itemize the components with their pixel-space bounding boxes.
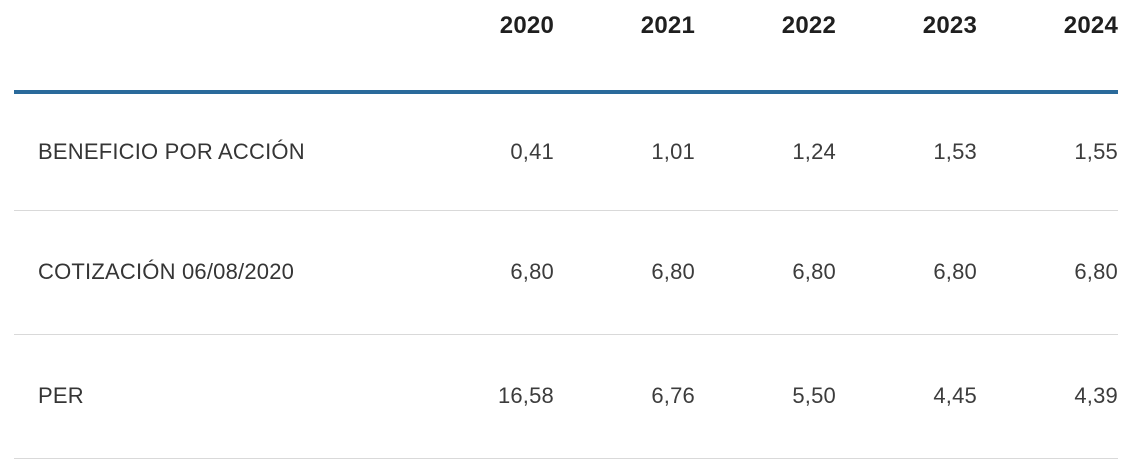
table-cell: 6,80	[977, 210, 1118, 335]
table-cell: 1,01	[554, 92, 695, 211]
table-row-beneficio-por-accion: BENEFICIO POR ACCIÓN 0,41 1,01 1,24 1,53…	[14, 92, 1118, 211]
table-cell: 0,41	[413, 92, 554, 211]
table-cell: 1,53	[836, 92, 977, 211]
financial-ratios-table: 2020 2021 2022 2023 2024 BENEFICIO POR A…	[14, 0, 1118, 459]
header-year-2023: 2023	[836, 0, 977, 94]
table-cell: 1,55	[977, 92, 1118, 211]
header-year-2024: 2024	[977, 0, 1118, 94]
table-row-per: PER 16,58 6,76 5,50 4,45 4,39	[14, 334, 1118, 459]
header-year-2021: 2021	[554, 0, 695, 94]
table-row-cotizacion: COTIZACIÓN 06/08/2020 6,80 6,80 6,80 6,8…	[14, 210, 1118, 335]
table-cell: 4,45	[836, 334, 977, 459]
table-cell: 4,39	[977, 334, 1118, 459]
table-cell: 16,58	[413, 334, 554, 459]
header-row: 2020 2021 2022 2023 2024	[14, 0, 1118, 94]
header-year-2020: 2020	[413, 0, 554, 94]
table-cell: 6,76	[554, 334, 695, 459]
table-cell: 1,24	[695, 92, 836, 211]
header-year-2022: 2022	[695, 0, 836, 94]
row-label: PER	[14, 334, 413, 459]
table-cell: 6,80	[413, 210, 554, 335]
table-cell: 6,80	[695, 210, 836, 335]
ratios-table: 2020 2021 2022 2023 2024 BENEFICIO POR A…	[14, 0, 1118, 459]
table-cell: 6,80	[554, 210, 695, 335]
table-cell: 6,80	[836, 210, 977, 335]
row-label: BENEFICIO POR ACCIÓN	[14, 92, 413, 211]
table-cell: 5,50	[695, 334, 836, 459]
row-label: COTIZACIÓN 06/08/2020	[14, 210, 413, 335]
header-empty-cell	[14, 0, 413, 94]
